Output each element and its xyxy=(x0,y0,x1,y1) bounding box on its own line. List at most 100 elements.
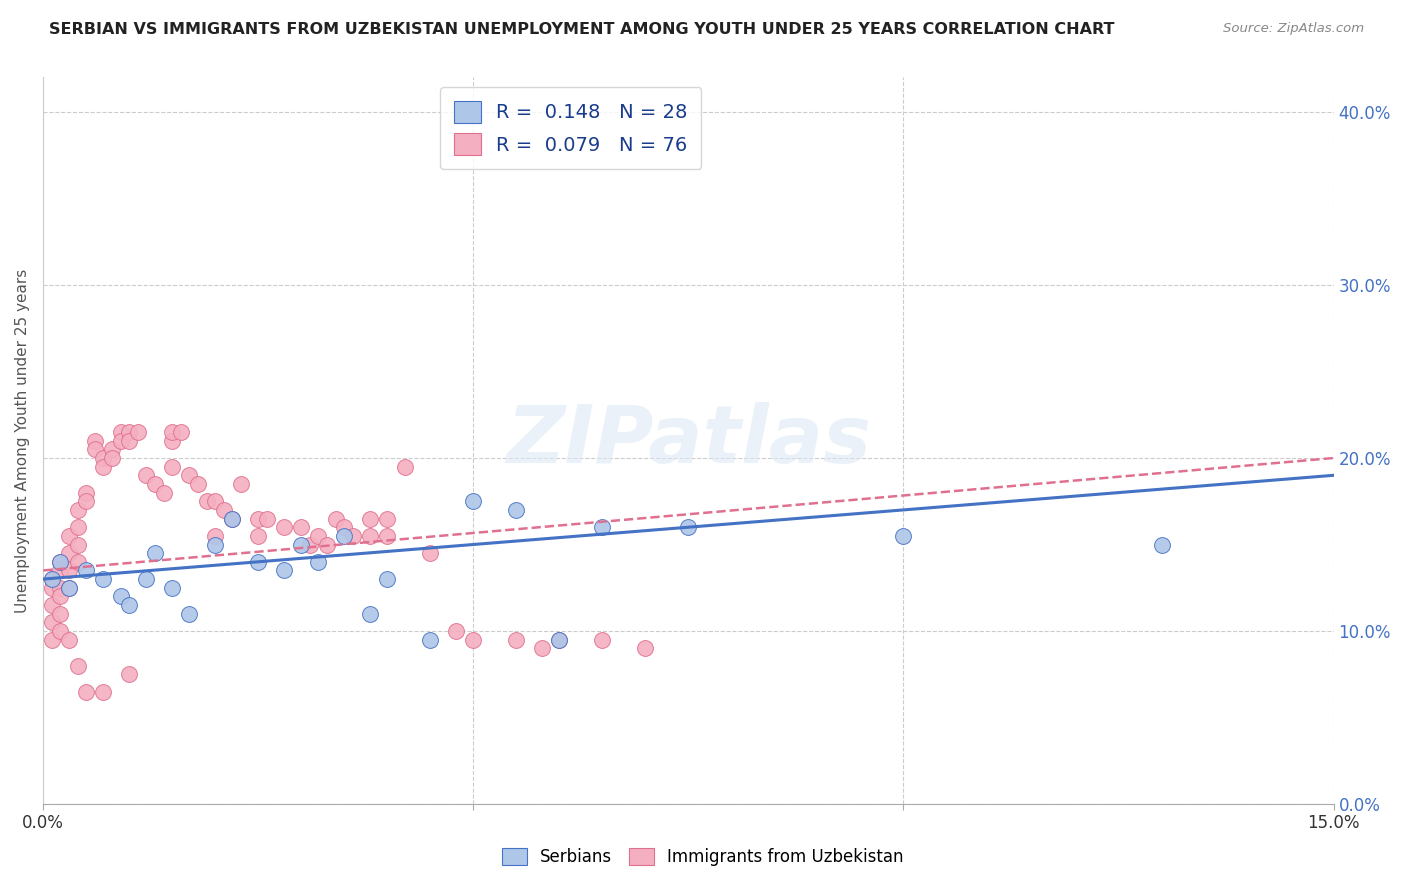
Point xyxy=(135,572,157,586)
Point xyxy=(195,494,218,508)
Point xyxy=(308,529,330,543)
Point xyxy=(41,572,63,586)
Point xyxy=(58,632,80,647)
Point xyxy=(444,624,467,638)
Point xyxy=(110,590,132,604)
Point xyxy=(41,615,63,630)
Point xyxy=(93,572,115,586)
Point xyxy=(143,477,166,491)
Point xyxy=(75,494,97,508)
Point xyxy=(298,537,321,551)
Point xyxy=(41,572,63,586)
Point xyxy=(110,425,132,439)
Point xyxy=(212,503,235,517)
Point xyxy=(316,537,339,551)
Point xyxy=(127,425,149,439)
Point xyxy=(101,442,124,457)
Point xyxy=(49,581,72,595)
Point xyxy=(179,607,201,621)
Point xyxy=(333,520,356,534)
Text: Source: ZipAtlas.com: Source: ZipAtlas.com xyxy=(1223,22,1364,36)
Point xyxy=(893,529,915,543)
Point xyxy=(41,632,63,647)
Point xyxy=(41,581,63,595)
Point xyxy=(333,529,356,543)
Point xyxy=(229,477,252,491)
Point xyxy=(66,520,89,534)
Legend: R =  0.148   N = 28, R =  0.079   N = 76: R = 0.148 N = 28, R = 0.079 N = 76 xyxy=(440,87,702,169)
Point xyxy=(256,511,278,525)
Point xyxy=(66,537,89,551)
Point xyxy=(204,494,226,508)
Point xyxy=(531,641,554,656)
Point xyxy=(325,511,347,525)
Point xyxy=(75,684,97,698)
Point xyxy=(135,468,157,483)
Point xyxy=(49,555,72,569)
Point xyxy=(49,607,72,621)
Point xyxy=(66,658,89,673)
Point xyxy=(221,511,243,525)
Point xyxy=(49,555,72,569)
Point xyxy=(359,511,381,525)
Point xyxy=(1150,537,1173,551)
Point xyxy=(143,546,166,560)
Text: SERBIAN VS IMMIGRANTS FROM UZBEKISTAN UNEMPLOYMENT AMONG YOUTH UNDER 25 YEARS CO: SERBIAN VS IMMIGRANTS FROM UZBEKISTAN UN… xyxy=(49,22,1115,37)
Point xyxy=(66,555,89,569)
Point xyxy=(66,503,89,517)
Point xyxy=(83,434,105,448)
Point xyxy=(308,555,330,569)
Point xyxy=(49,624,72,638)
Point xyxy=(58,546,80,560)
Point xyxy=(290,520,312,534)
Point xyxy=(375,572,398,586)
Point xyxy=(58,581,80,595)
Point xyxy=(101,450,124,465)
Point xyxy=(93,459,115,474)
Point xyxy=(375,529,398,543)
Point xyxy=(75,485,97,500)
Point xyxy=(162,425,184,439)
Point xyxy=(591,632,613,647)
Point xyxy=(110,434,132,448)
Point xyxy=(247,555,270,569)
Point xyxy=(162,581,184,595)
Point xyxy=(152,485,174,500)
Point xyxy=(359,607,381,621)
Point xyxy=(505,503,527,517)
Point xyxy=(93,684,115,698)
Point xyxy=(375,511,398,525)
Point xyxy=(49,564,72,578)
Point xyxy=(419,632,441,647)
Point xyxy=(170,425,193,439)
Point xyxy=(548,632,571,647)
Point xyxy=(58,564,80,578)
Point xyxy=(204,529,226,543)
Y-axis label: Unemployment Among Youth under 25 years: Unemployment Among Youth under 25 years xyxy=(15,268,30,613)
Point xyxy=(187,477,209,491)
Point xyxy=(394,459,416,474)
Point xyxy=(548,632,571,647)
Point xyxy=(505,632,527,647)
Point xyxy=(359,529,381,543)
Point xyxy=(58,529,80,543)
Point xyxy=(463,632,485,647)
Point xyxy=(204,537,226,551)
Point xyxy=(83,442,105,457)
Point xyxy=(463,494,485,508)
Point xyxy=(419,546,441,560)
Legend: Serbians, Immigrants from Uzbekistan: Serbians, Immigrants from Uzbekistan xyxy=(494,840,912,875)
Point xyxy=(179,468,201,483)
Text: ZIPatlas: ZIPatlas xyxy=(506,401,870,480)
Point xyxy=(58,581,80,595)
Point xyxy=(162,459,184,474)
Point xyxy=(118,667,141,681)
Point xyxy=(678,520,700,534)
Point xyxy=(41,598,63,612)
Point xyxy=(118,434,141,448)
Point xyxy=(634,641,657,656)
Point xyxy=(290,537,312,551)
Point xyxy=(75,564,97,578)
Point xyxy=(247,511,270,525)
Point xyxy=(118,425,141,439)
